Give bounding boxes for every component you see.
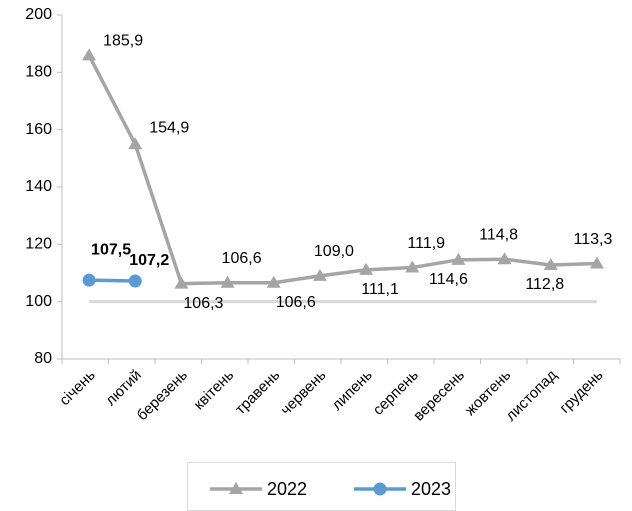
- marker: [266, 275, 281, 288]
- data-label: 113,3: [573, 231, 612, 248]
- marker: [82, 48, 97, 61]
- marker: [589, 256, 604, 269]
- data-label: 114,6: [429, 271, 468, 288]
- data-label: 111,1: [361, 281, 399, 298]
- x-tick-label: березень: [134, 366, 192, 424]
- marker: [405, 260, 420, 273]
- series-line: [87, 54, 597, 286]
- legend-marker: [373, 482, 387, 496]
- marker: [128, 274, 142, 288]
- legend-box: [187, 462, 456, 511]
- x-tick-label: лютий: [102, 367, 145, 410]
- x-tick-label: грудень: [556, 366, 606, 416]
- marker: [82, 273, 96, 287]
- data-label: 114,8: [479, 226, 518, 243]
- marker: [220, 275, 235, 288]
- data-label: 106,3: [183, 295, 223, 312]
- x-tick-label: червень: [277, 366, 329, 418]
- y-tick-label: 140: [25, 178, 52, 195]
- data-label: 112,8: [525, 276, 564, 293]
- y-tick-label: 160: [25, 121, 52, 138]
- x-tick-label: січень: [56, 366, 99, 409]
- marker: [497, 252, 512, 265]
- marker: [543, 257, 558, 270]
- y-tick-label: 100: [25, 293, 52, 310]
- x-tick-label: травень: [232, 366, 284, 418]
- marker: [359, 262, 374, 275]
- x-tick-label: квітень: [191, 366, 238, 413]
- legend-label: 2023: [411, 479, 451, 499]
- y-tick-label: 200: [25, 6, 52, 23]
- data-label: 106,6: [222, 250, 262, 267]
- legend-marker: [229, 482, 243, 494]
- y-tick-label: 180: [25, 64, 52, 81]
- data-label: 107,2: [129, 252, 169, 269]
- data-label: 109,0: [314, 243, 354, 260]
- data-label: 107,5: [91, 241, 131, 258]
- y-tick-label: 120: [25, 236, 52, 253]
- data-label: 154,9: [149, 120, 189, 137]
- marker: [128, 137, 143, 150]
- x-tick-label: вересень: [410, 366, 468, 424]
- legend-label: 2022: [267, 479, 307, 499]
- series-line: [89, 278, 136, 283]
- y-tick-label: 80: [34, 350, 52, 367]
- x-tick-label: листопад: [502, 366, 560, 424]
- data-label: 106,6: [276, 294, 316, 311]
- data-label: 111,9: [407, 235, 445, 252]
- marker: [174, 276, 189, 289]
- marker: [451, 252, 466, 265]
- data-label: 185,9: [103, 33, 143, 50]
- marker: [312, 268, 327, 281]
